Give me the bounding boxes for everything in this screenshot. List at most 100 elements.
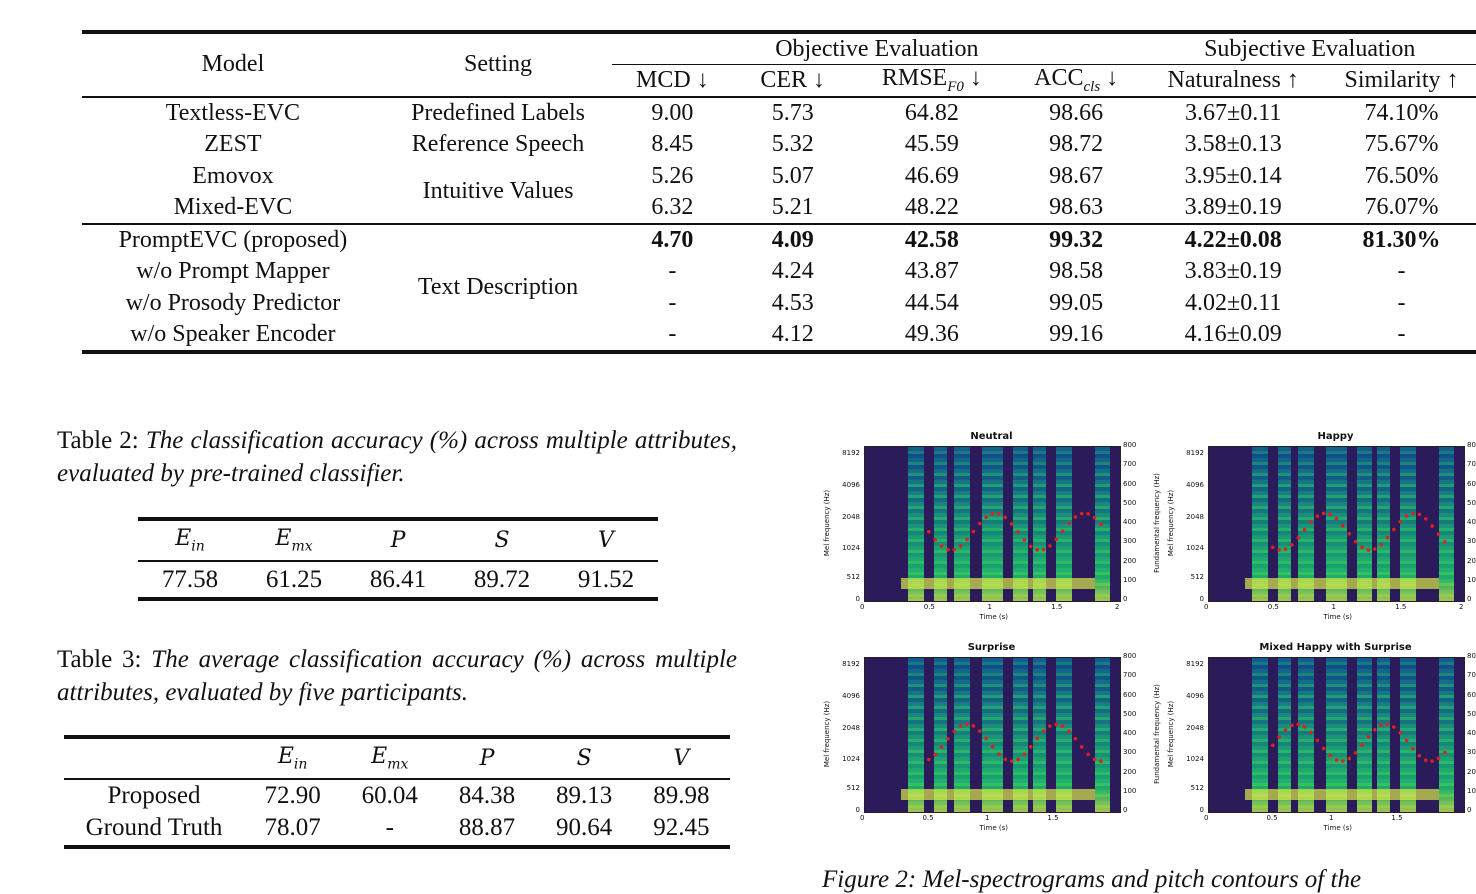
pitch-point: [1079, 511, 1084, 516]
cell-model: PromptEVC (proposed): [118, 227, 348, 254]
pitch-point: [1341, 523, 1345, 528]
cell-value: 3.95±0.14: [1184, 162, 1282, 189]
pitch-point: [946, 737, 950, 741]
pitch-point: [997, 511, 1001, 516]
spectral-band: [1377, 447, 1391, 601]
spectral-band: [1400, 658, 1416, 812]
t3-value: 90.64: [556, 814, 613, 841]
pitch-point: [1041, 547, 1046, 552]
t3-h0-sub: in: [293, 756, 308, 773]
pitch-point: [1283, 728, 1288, 732]
pitch-point: [939, 745, 944, 749]
pitch-point: [1073, 736, 1078, 741]
spectral-band: [1298, 658, 1314, 812]
t3-value: 60.04: [361, 781, 418, 809]
y-tick-label: 1024: [842, 755, 860, 764]
x-axis-label: Time (s): [979, 824, 1008, 832]
pitch-point: [1379, 542, 1383, 547]
pitch-point: [1443, 750, 1447, 755]
pitch-point: [958, 544, 963, 548]
header-model: Model: [201, 51, 265, 78]
pitch-point: [1086, 752, 1090, 757]
y2-tick-label: 500: [1123, 709, 1137, 718]
panel-title: Happy: [1317, 431, 1354, 442]
spectral-band: [908, 658, 924, 812]
pitch-point: [1035, 547, 1039, 552]
panel-title: Surprise: [967, 642, 1016, 653]
cell-value: 4.22±0.08: [1184, 227, 1282, 254]
pitch-point: [1073, 515, 1078, 519]
y-tick-label: 2048: [1186, 724, 1204, 733]
t2-value: 86.41: [369, 565, 427, 593]
pitch-contour: [926, 511, 1103, 552]
y2-tick-label: 500: [1467, 498, 1476, 507]
pitch-point: [1309, 730, 1313, 735]
low-frequency-band: [1244, 577, 1439, 589]
pitch-point: [1079, 745, 1084, 749]
y2-tick-label: 100: [1123, 786, 1137, 795]
x-axis-label: Time (s): [979, 613, 1008, 621]
pitch-point: [1315, 514, 1320, 518]
spectral-band: [1326, 447, 1347, 601]
y-tick-label: 512: [846, 784, 860, 793]
cell-value: 6.32: [651, 193, 694, 220]
y2-tick-label: 200: [1123, 767, 1137, 776]
pitch-point: [1353, 539, 1358, 544]
y2-tick-label: 200: [1123, 556, 1137, 565]
t2-value: 91.52: [577, 565, 635, 593]
y-tick-label: 0: [855, 806, 860, 814]
t3-header: V: [673, 746, 690, 771]
t2-value: 89.72: [473, 565, 531, 593]
pitch-point: [1423, 758, 1428, 762]
cell-value: 5.32: [771, 131, 814, 158]
pitch-point: [1334, 758, 1339, 762]
header-objective: Objective Evaluation: [612, 32, 1142, 65]
pitch-point: [952, 729, 957, 734]
pitch-point: [1443, 540, 1447, 544]
t3-header: Ein: [244, 737, 341, 779]
cell-setting: Text Description: [417, 274, 579, 301]
y-tick-label: 2048: [842, 513, 860, 522]
header-subjective: Subjective Evaluation: [1141, 32, 1476, 65]
spectral-band: [1356, 447, 1373, 601]
x-tick-label: 0.5: [1267, 603, 1279, 611]
y-tick-label: 0: [1199, 806, 1204, 814]
pitch-point: [1309, 520, 1313, 524]
x-tick-label: 0: [860, 814, 865, 822]
cell-value: 76.50%: [1364, 162, 1439, 189]
cell-value: 4.53: [771, 289, 814, 316]
y2-tick-label: 0: [1123, 595, 1128, 603]
y2-tick-label: 0: [1467, 595, 1472, 603]
t3-header: Emx: [341, 737, 438, 779]
spectral-band: [1012, 447, 1029, 601]
y2-tick-label: 600: [1123, 479, 1137, 488]
pitch-point: [1430, 524, 1434, 528]
cell-model: Mixed-EVC: [173, 193, 293, 220]
cell-value: 45.59: [904, 131, 959, 158]
t3-row-label: Ground Truth: [85, 814, 223, 841]
pitch-point: [1385, 535, 1390, 540]
pitch-point: [1054, 722, 1059, 727]
cell-value: 99.32: [1049, 227, 1104, 254]
cell-value: -: [1397, 289, 1406, 316]
cell-value: 9.00: [651, 99, 694, 126]
pitch-point: [1417, 753, 1422, 758]
panel-title: Neutral: [970, 431, 1013, 442]
pitch-point: [1290, 723, 1294, 728]
pitch-point: [1315, 738, 1320, 743]
pitch-point: [1404, 738, 1409, 743]
x-tick-label: 1.5: [1391, 814, 1403, 822]
t2-h0-sub: in: [191, 538, 205, 555]
table-row: w/o Prompt Mapper - 4.24 43.87 98.58 3.8…: [82, 256, 1476, 287]
t2-header: Emx: [242, 519, 346, 561]
x-tick-label: 1.5: [1395, 603, 1407, 611]
pitch-point: [1067, 521, 1071, 526]
table-row: Mixed-EVC 6.32 5.21 48.22 98.63 3.89±0.1…: [82, 192, 1476, 224]
y-axis-label: Mel frequency (Hz): [1167, 489, 1176, 557]
pitch-point: [971, 724, 976, 728]
table-row: w/o Prosody Predictor - 4.53 44.54 99.05…: [82, 288, 1476, 319]
x-axis-label: Time (s): [1323, 613, 1352, 621]
spectral-band: [1326, 658, 1347, 812]
cell-value: 4.09: [771, 227, 814, 254]
low-frequency-band: [1244, 788, 1439, 800]
